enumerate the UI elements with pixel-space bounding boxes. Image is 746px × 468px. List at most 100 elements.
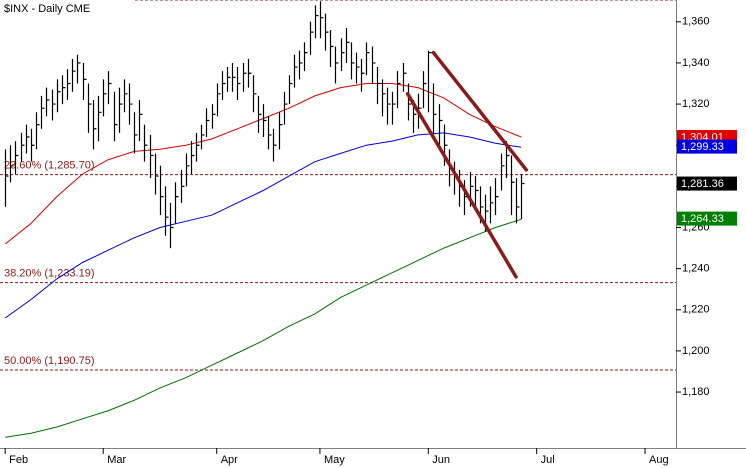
price-bar [35, 112, 40, 150]
y-tick-label: 1,220 [682, 304, 710, 316]
price-bar [257, 95, 262, 133]
x-tick-label: Mar [107, 454, 126, 466]
price-flag [677, 211, 737, 226]
price-bar [123, 79, 128, 113]
price-bar [200, 124, 205, 150]
price-bar [195, 132, 200, 162]
price-bar [319, 1, 324, 39]
price-bar [283, 91, 288, 125]
price-bar [40, 95, 45, 129]
price-bar [314, 5, 319, 39]
price-bar [303, 42, 308, 72]
price-bar [14, 141, 19, 175]
price-bar [30, 128, 35, 162]
price-bar [143, 124, 148, 162]
y-tick-label: 1,360 [682, 16, 710, 28]
price-bar [262, 104, 267, 137]
trendline [431, 50, 529, 172]
price-bar [438, 104, 443, 146]
price-bar [386, 87, 391, 125]
price-bar [340, 38, 345, 72]
price-bar [56, 79, 61, 113]
price-bar [92, 99, 97, 150]
price-bar [309, 21, 314, 55]
price-bar [221, 71, 226, 100]
price-bar [9, 145, 14, 183]
price-bar [324, 13, 329, 51]
price-bar [107, 71, 112, 105]
price-bar [376, 67, 381, 105]
x-tick-label: May [324, 454, 345, 466]
price-flag-label: 1,264.33 [681, 213, 724, 225]
price-bar [334, 46, 339, 84]
price-bar [329, 30, 334, 68]
price-bar [242, 62, 247, 92]
price-bar [71, 58, 76, 92]
price-bar [489, 186, 494, 224]
price-bar [102, 79, 107, 117]
price-bar [510, 155, 515, 216]
price-bar [427, 50, 432, 113]
price-bar [396, 71, 401, 109]
x-tick-label: Apr [221, 454, 238, 466]
price-bar [174, 182, 179, 224]
price-bar [226, 67, 231, 92]
price-bar [360, 58, 365, 92]
price-bar [345, 27, 350, 63]
price-bar [272, 128, 277, 162]
price-bar [82, 62, 87, 100]
price-bar [211, 104, 216, 129]
price-bar [402, 62, 407, 92]
y-tick-label: 1,340 [682, 57, 710, 69]
price-flag [677, 139, 737, 154]
price-bar [365, 42, 370, 76]
price-bar [45, 87, 50, 117]
price-flag-label: 1,281.36 [681, 178, 724, 190]
price-bar [278, 112, 283, 150]
price-bar [20, 132, 25, 162]
price-bar [520, 174, 525, 220]
price-bar [500, 153, 505, 191]
price-bar [97, 95, 102, 142]
price-bar [66, 69, 71, 100]
price-bar [216, 83, 221, 117]
price-bar [350, 42, 355, 80]
price-bar [267, 116, 272, 150]
price-bar [149, 134, 154, 179]
price-bar [190, 141, 195, 175]
price-bar [381, 79, 386, 117]
price-bar [169, 202, 174, 249]
chart-title: $INX - Daily CME [4, 3, 90, 15]
price-bar [51, 89, 56, 121]
trendline [405, 92, 518, 279]
price-bar [391, 91, 396, 125]
price-bar [4, 149, 9, 207]
price-bar [371, 46, 376, 84]
price-bar [180, 169, 185, 203]
x-tick-label: Jun [432, 454, 450, 466]
price-bar [355, 52, 360, 84]
price-bar [422, 71, 427, 109]
price-bar [61, 75, 66, 105]
y-tick-label: 1,240 [682, 263, 710, 275]
x-tick-label: Jul [541, 454, 555, 466]
price-bar [118, 87, 123, 133]
price-bar [252, 75, 257, 113]
price-bar [128, 83, 133, 125]
price-bar [293, 54, 298, 88]
level-label: 50.00% (1,190.75) [4, 355, 95, 367]
price-bar [515, 178, 520, 224]
title-box [0, 0, 134, 16]
price-bar [25, 124, 30, 154]
y-tick-label: 1,180 [682, 386, 710, 398]
price-bar [432, 83, 437, 137]
price-bar [138, 99, 143, 142]
price-flag-label: 1,299.33 [681, 141, 724, 153]
x-tick-label: Feb [9, 454, 28, 466]
price-bar [236, 67, 241, 100]
x-tick-label: Aug [649, 454, 669, 466]
price-bar [288, 75, 293, 105]
price-bar [76, 54, 81, 84]
price-flag [677, 176, 737, 191]
